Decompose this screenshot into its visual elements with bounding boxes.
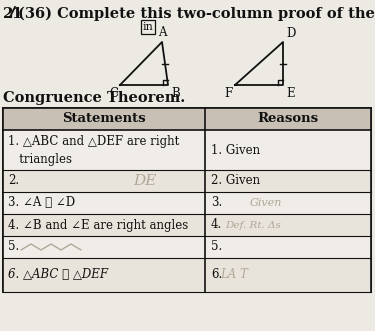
Text: B: B bbox=[171, 87, 180, 100]
Bar bbox=[205, 258, 371, 292]
Text: Def. Rt. Δs: Def. Rt. Δs bbox=[225, 220, 281, 229]
Text: Statements: Statements bbox=[62, 113, 146, 125]
Text: (36) Complete this two-column proof of the LA: (36) Complete this two-column proof of t… bbox=[18, 7, 375, 22]
Text: 2. Given: 2. Given bbox=[211, 174, 260, 187]
Text: 1: 1 bbox=[11, 7, 22, 21]
Text: A: A bbox=[158, 26, 166, 39]
Bar bbox=[205, 130, 371, 170]
Bar bbox=[3, 108, 371, 130]
Bar bbox=[205, 236, 371, 258]
Text: 5.: 5. bbox=[8, 241, 19, 254]
Text: 2.: 2. bbox=[8, 174, 19, 187]
Bar bbox=[3, 170, 205, 192]
Text: 2: 2 bbox=[3, 7, 13, 21]
Bar bbox=[205, 192, 371, 214]
Bar bbox=[3, 130, 205, 170]
Text: 6. △ABC ≅ △DEF: 6. △ABC ≅ △DEF bbox=[8, 268, 108, 281]
Text: in: in bbox=[142, 22, 153, 32]
Text: Given: Given bbox=[250, 198, 282, 208]
Text: 3. ∠A ≅ ∠D: 3. ∠A ≅ ∠D bbox=[8, 197, 75, 210]
Bar bbox=[205, 170, 371, 192]
Text: LA T: LA T bbox=[220, 268, 248, 281]
Bar bbox=[3, 214, 205, 236]
Text: Congruence Theorem.: Congruence Theorem. bbox=[3, 91, 185, 105]
Text: C: C bbox=[109, 87, 118, 100]
Text: 4.: 4. bbox=[211, 218, 222, 231]
Bar bbox=[3, 258, 205, 292]
Text: 1. Given: 1. Given bbox=[211, 144, 260, 157]
Text: 5.: 5. bbox=[211, 241, 222, 254]
Bar bbox=[3, 108, 371, 292]
Bar bbox=[205, 214, 371, 236]
Text: 3.: 3. bbox=[211, 197, 222, 210]
Text: F: F bbox=[225, 87, 233, 100]
Text: 4. ∠B and ∠E are right angles: 4. ∠B and ∠E are right angles bbox=[8, 218, 188, 231]
Text: 1. △ABC and △DEF are right
   triangles: 1. △ABC and △DEF are right triangles bbox=[8, 135, 179, 166]
Bar bbox=[3, 236, 205, 258]
Text: D: D bbox=[286, 27, 296, 40]
Text: 6.: 6. bbox=[211, 268, 222, 281]
Text: DE: DE bbox=[134, 174, 157, 188]
Text: Reasons: Reasons bbox=[257, 113, 318, 125]
Text: E: E bbox=[286, 87, 295, 100]
Bar bbox=[3, 192, 205, 214]
